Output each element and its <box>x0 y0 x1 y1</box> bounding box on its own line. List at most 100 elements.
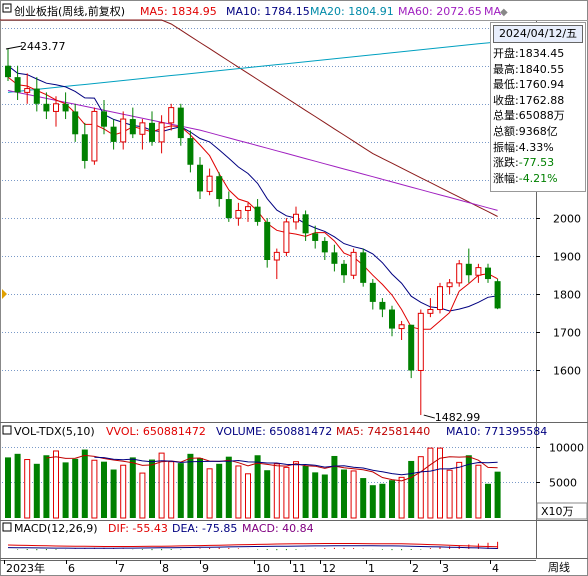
volume-bar-down <box>33 463 40 518</box>
volume-bar-down <box>62 462 69 518</box>
volume-bar-down <box>321 474 328 518</box>
header-ma60: MA60: 2072.65 <box>398 5 482 18</box>
volume-bar-up <box>235 465 242 519</box>
price-tick-label: 1600 <box>553 365 581 378</box>
volume-bar-up <box>427 447 434 519</box>
info-row-label: 最高: <box>493 62 519 76</box>
candle-body-up <box>53 103 59 112</box>
vol-ma10: MA10: 771395584 <box>446 425 547 438</box>
high-annotation: 2443.77 <box>20 40 66 53</box>
price-tick-label: 1800 <box>553 289 581 302</box>
time-axis-label: 8 <box>162 562 169 575</box>
volume-bar-up <box>91 459 98 519</box>
candle-body-down <box>149 122 155 142</box>
macd-panel: MACD(12,26,9) DIF: -55.43 DEA: -75.85 MACD:… <box>2 522 499 551</box>
candle-body-up <box>456 263 463 284</box>
time-axis-label: 6 <box>68 562 75 575</box>
volume-bar-up <box>350 470 357 519</box>
low-annotation: 1482.99 <box>435 411 481 424</box>
time-axis-label: 11 <box>292 562 306 575</box>
time-axis-label: 3 <box>442 562 449 575</box>
volume-bar-up <box>139 472 146 519</box>
info-row-value: 65088万 <box>518 109 565 123</box>
volume-bar-up <box>456 461 463 519</box>
info-row-value: -77.53 <box>518 156 555 170</box>
volume-bar-down <box>389 480 395 518</box>
info-row: 收盘:1762.88 <box>491 93 585 109</box>
info-row-value: 9368亿 <box>518 124 558 138</box>
volume-bar-up <box>475 464 482 519</box>
volume-bar-down <box>177 463 184 518</box>
candle-body-up <box>446 282 453 288</box>
volume-bar-down <box>302 465 309 518</box>
info-row-label: 涨跌: <box>493 156 519 170</box>
candle-body-down <box>62 103 69 112</box>
vol-vvol: VVOL: 650881472 <box>106 425 206 438</box>
volume-bar-down <box>72 458 79 518</box>
high-marker-line <box>5 45 23 50</box>
candle-body-down <box>177 107 184 139</box>
macd-collapse-icon <box>2 522 12 532</box>
info-row-label: 总额: <box>493 124 519 138</box>
price-tick-label: 1700 <box>553 327 581 340</box>
collapse-icon <box>2 3 12 13</box>
candle-body-down <box>369 282 376 302</box>
candle-body-down <box>14 77 21 93</box>
ma10-line <box>7 65 498 312</box>
candle-body-up <box>139 122 146 135</box>
info-row: 总额:9368亿 <box>491 124 585 140</box>
candle-body-down <box>389 309 395 329</box>
info-panel: 2024/04/12/五 开盘:1834.45 最高:1840.55 最低:1760… <box>490 22 586 192</box>
vol-unit-label: X10万 <box>541 505 574 518</box>
volume-ma5-line <box>46 454 498 482</box>
volume-bar-down <box>149 459 155 518</box>
vol-volume: VOLUME: 650881472 <box>216 425 332 438</box>
volume-bar-down <box>216 463 223 518</box>
vol-title: VOL-TDX(5,10) <box>14 425 95 438</box>
volume-bar-up <box>437 447 443 519</box>
candle-body-down <box>302 214 309 234</box>
volume-bar-down <box>81 449 88 518</box>
volume-bar-down <box>360 478 367 518</box>
candle-body-up <box>206 175 213 192</box>
macd-title: MACD(12,26,9) <box>14 522 98 535</box>
volume-bar-down <box>14 453 21 518</box>
volume-bar-up <box>206 468 213 519</box>
info-row-label: 总量: <box>493 109 519 123</box>
candle-body-down <box>408 324 415 371</box>
volume-bar-down <box>494 471 501 518</box>
candle-body-down <box>187 138 194 165</box>
volume-bar-up <box>53 450 59 519</box>
vol-unit-box <box>536 502 588 520</box>
candle-body-down <box>379 301 386 310</box>
candle-body-down <box>331 252 338 264</box>
info-row-label: 收盘: <box>493 93 519 107</box>
candle-body-down <box>225 199 232 219</box>
candle-body-up <box>120 118 127 143</box>
info-row-label: 振幅: <box>493 140 519 154</box>
volume-bar-up <box>398 476 405 519</box>
volume-bar-down <box>369 485 376 518</box>
volume-bar-down <box>101 461 107 518</box>
macd-dif: DIF: -55.43 <box>108 522 168 535</box>
info-row-label: 涨幅: <box>493 171 519 185</box>
volume-bar-down <box>331 455 338 518</box>
info-row-label: 最低: <box>493 78 519 92</box>
candle-body-down <box>101 111 107 127</box>
volume-tick-label: 10000 <box>549 442 584 455</box>
candle-body-up <box>235 209 242 219</box>
candle-body-down <box>72 111 79 135</box>
info-date: 2024/04/12/五 <box>493 25 583 43</box>
time-axis: 2023年 6 7 8 9 10 11 12 1 2 3 4 周线 <box>0 560 570 575</box>
volume-bar-down <box>5 457 11 518</box>
time-axis-label: 10 <box>256 562 270 575</box>
candle-body-down <box>43 103 50 112</box>
candle-body-down <box>494 281 501 309</box>
macd-dea: DEA: -75.85 <box>172 522 237 535</box>
header-ma-more: MA <box>484 5 501 18</box>
time-axis-label: 9 <box>202 562 209 575</box>
info-row: 涨跌:-77.53 <box>491 155 585 171</box>
candle-body-down <box>341 263 347 276</box>
volume-bar-down <box>254 455 261 518</box>
